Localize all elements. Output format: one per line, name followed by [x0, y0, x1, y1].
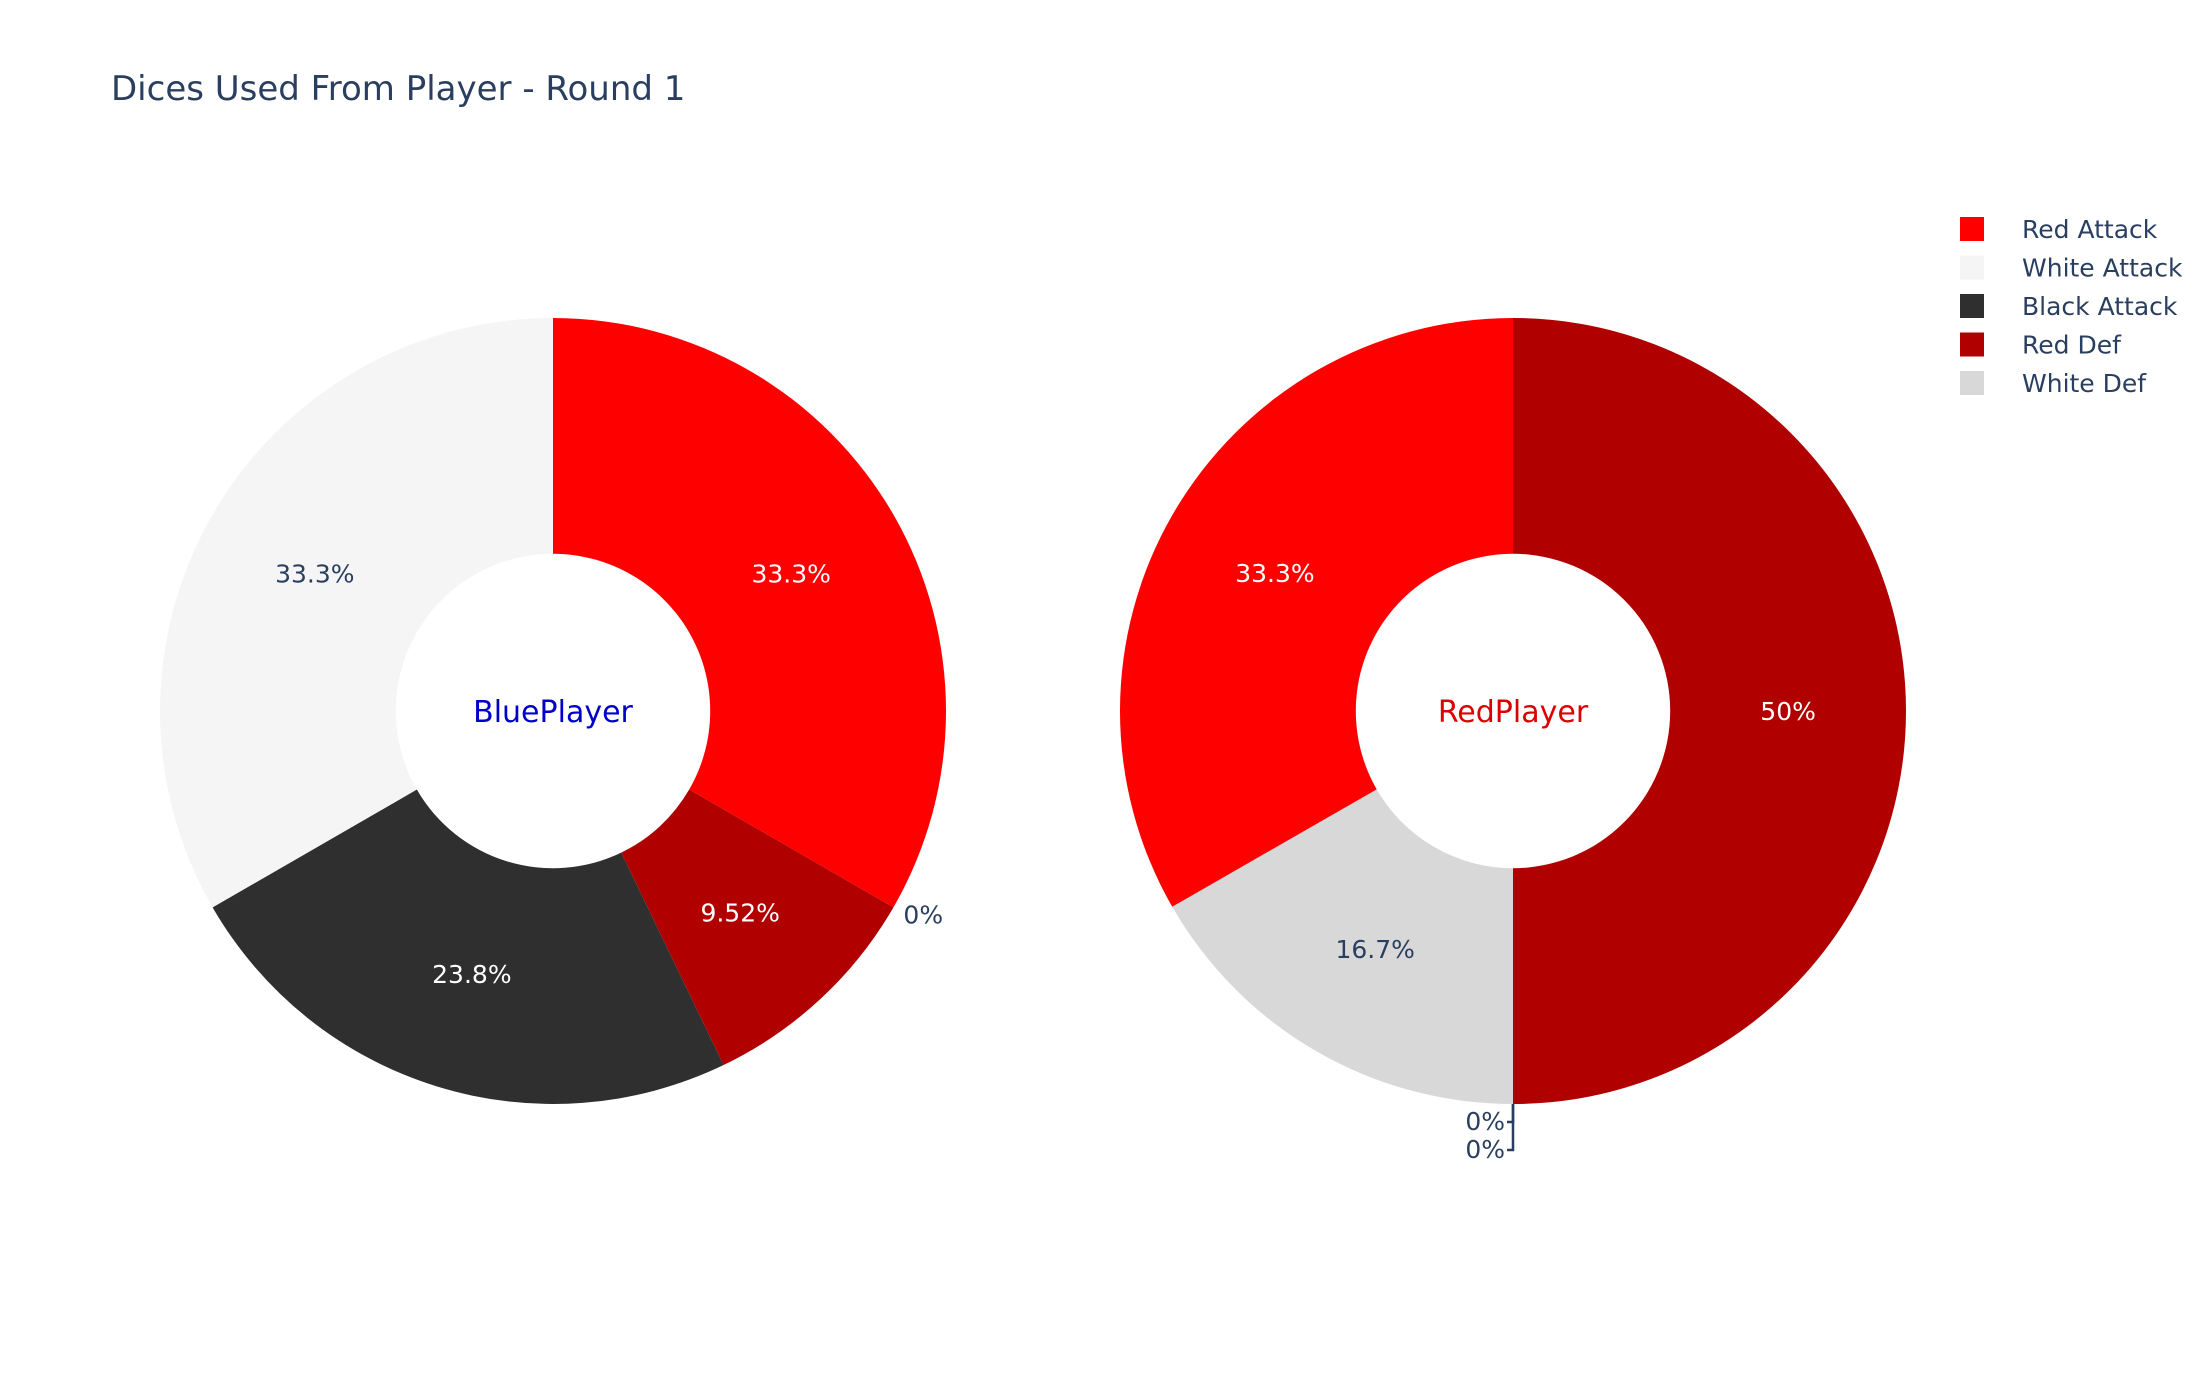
legend-swatch-black-attack [1960, 294, 1984, 318]
legend-label-white-attack: White Attack [2022, 254, 2183, 283]
slice-black-attack[interactable] [212, 789, 724, 1104]
slice-red-def[interactable] [1513, 318, 1906, 1104]
slice-label-red-def: 9.52% [700, 899, 779, 928]
slice-label-red-def: 50% [1760, 697, 1816, 726]
slice-white-attack[interactable] [160, 318, 553, 908]
center-label-redplayer: RedPlayer [1438, 695, 1589, 730]
legend-label-red-attack: Red Attack [2022, 215, 2158, 244]
slice-red-attack[interactable] [1120, 318, 1513, 907]
slice-label-white-attack: 0% [1465, 1107, 1505, 1136]
slice-red-attack[interactable] [553, 318, 947, 908]
legend[interactable]: Red Attack White Attack Black Attack Red De… [1960, 215, 2183, 398]
slice-red-def[interactable] [621, 789, 894, 1066]
slice-label-red-attack: 33.3% [1235, 559, 1314, 588]
legend-label-black-attack: Black Attack [2022, 292, 2178, 321]
legend-swatch-red-def [1960, 332, 1984, 357]
slice-label-black-attack: 23.8% [432, 960, 511, 989]
legend-item-white-def[interactable]: White Def [1960, 369, 2147, 398]
slice-label-red-attack: 33.3% [752, 559, 831, 588]
legend-item-white-attack[interactable]: White Attack [1960, 254, 2183, 283]
chart-title: Dices Used From Player - Round 1 [111, 69, 685, 109]
leader-line-black-attack [1507, 1104, 1515, 1152]
slice-label-black-attack: 0% [1465, 1135, 1505, 1164]
center-label-blueplayer: BluePlayer [473, 695, 633, 730]
legend-label-red-def: Red Def [2022, 331, 2122, 360]
pie-blueplayer: 33.3% 9.52% 23.8% 33.3% 0% BluePlayer [160, 318, 947, 1104]
legend-swatch-white-attack [1960, 255, 1984, 280]
legend-item-red-attack[interactable]: Red Attack [1960, 215, 2158, 244]
slice-label-white-def: 16.7% [1335, 935, 1414, 964]
pies-group: 33.3% 9.52% 23.8% 33.3% 0% BluePlayer 50% 16.7%… [160, 318, 1906, 1164]
legend-item-red-def[interactable]: Red Def [1960, 331, 2122, 360]
legend-item-black-attack[interactable]: Black Attack [1960, 292, 2178, 321]
legend-swatch-red-attack [1960, 217, 1984, 241]
legend-label-white-def: White Def [2022, 369, 2147, 398]
pie-redplayer: 50% 16.7% 33.3% 0%0% RedPlayer [1120, 318, 1906, 1164]
slice-label-white-def: 0% [903, 900, 943, 929]
slice-white-def[interactable] [1172, 789, 1513, 1104]
legend-swatch-white-def [1960, 371, 1984, 395]
slice-label-white-attack: 33.3% [275, 559, 354, 588]
